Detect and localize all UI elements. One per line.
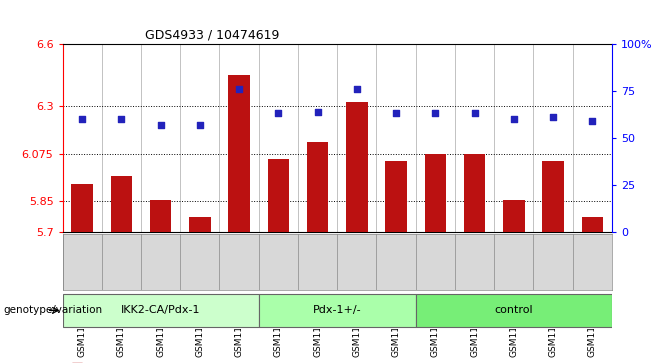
Bar	[386, 161, 407, 232]
Point	[77, 116, 88, 122]
Point	[509, 116, 519, 122]
Point	[351, 86, 362, 92]
Point	[155, 122, 166, 128]
Point	[391, 110, 401, 116]
Bar	[582, 217, 603, 232]
Bar	[268, 159, 289, 232]
Legend: transformed count, percentile rank within the sample: transformed count, percentile rank withi…	[68, 359, 270, 363]
Bar	[150, 200, 172, 232]
Bar	[346, 102, 368, 232]
Point	[234, 86, 244, 92]
Point	[469, 110, 480, 116]
Text: IKK2-CA/Pdx-1: IKK2-CA/Pdx-1	[121, 305, 201, 315]
FancyBboxPatch shape	[259, 294, 416, 327]
Bar	[424, 154, 446, 232]
Bar	[71, 184, 93, 232]
Bar	[189, 217, 211, 232]
Text: GDS4933 / 10474619: GDS4933 / 10474619	[145, 28, 279, 41]
Bar	[228, 75, 250, 232]
Point	[116, 116, 126, 122]
Point	[587, 118, 597, 124]
Bar	[503, 200, 524, 232]
Point	[430, 110, 441, 116]
Text: Pdx-1+/-: Pdx-1+/-	[313, 305, 361, 315]
Text: control: control	[495, 305, 533, 315]
Point	[313, 109, 323, 114]
Bar	[464, 154, 486, 232]
Bar	[111, 176, 132, 232]
Bar	[307, 142, 328, 232]
Point	[273, 110, 284, 116]
Text: genotype/variation: genotype/variation	[3, 305, 103, 315]
Point	[195, 122, 205, 128]
FancyBboxPatch shape	[416, 294, 612, 327]
Point	[548, 114, 559, 120]
FancyBboxPatch shape	[63, 294, 259, 327]
Bar	[542, 161, 564, 232]
